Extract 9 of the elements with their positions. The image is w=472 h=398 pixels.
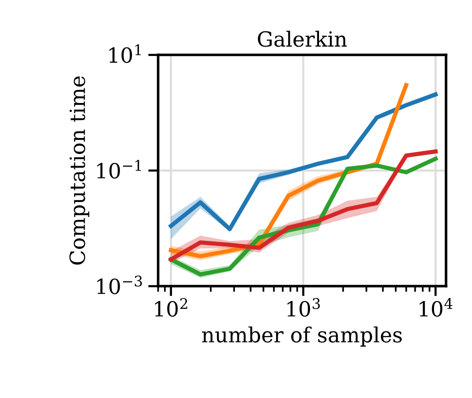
y-tick-label: 10$^{1}$	[109, 44, 141, 63]
y-tick-label: 10$^{−3}$	[97, 276, 142, 294]
x-tick-label: 10$^{4}$	[420, 298, 452, 317]
y-axis-title: Computation time	[69, 76, 90, 265]
x-tick-label: 10$^{3}$	[287, 298, 320, 317]
x-tick-label: 10$^{2}$	[155, 298, 188, 317]
y-tick-label: 10$^{−1}$	[97, 160, 141, 179]
chart-title: Galerkin	[258, 30, 347, 47]
x-axis-title: number of samples	[202, 326, 402, 347]
